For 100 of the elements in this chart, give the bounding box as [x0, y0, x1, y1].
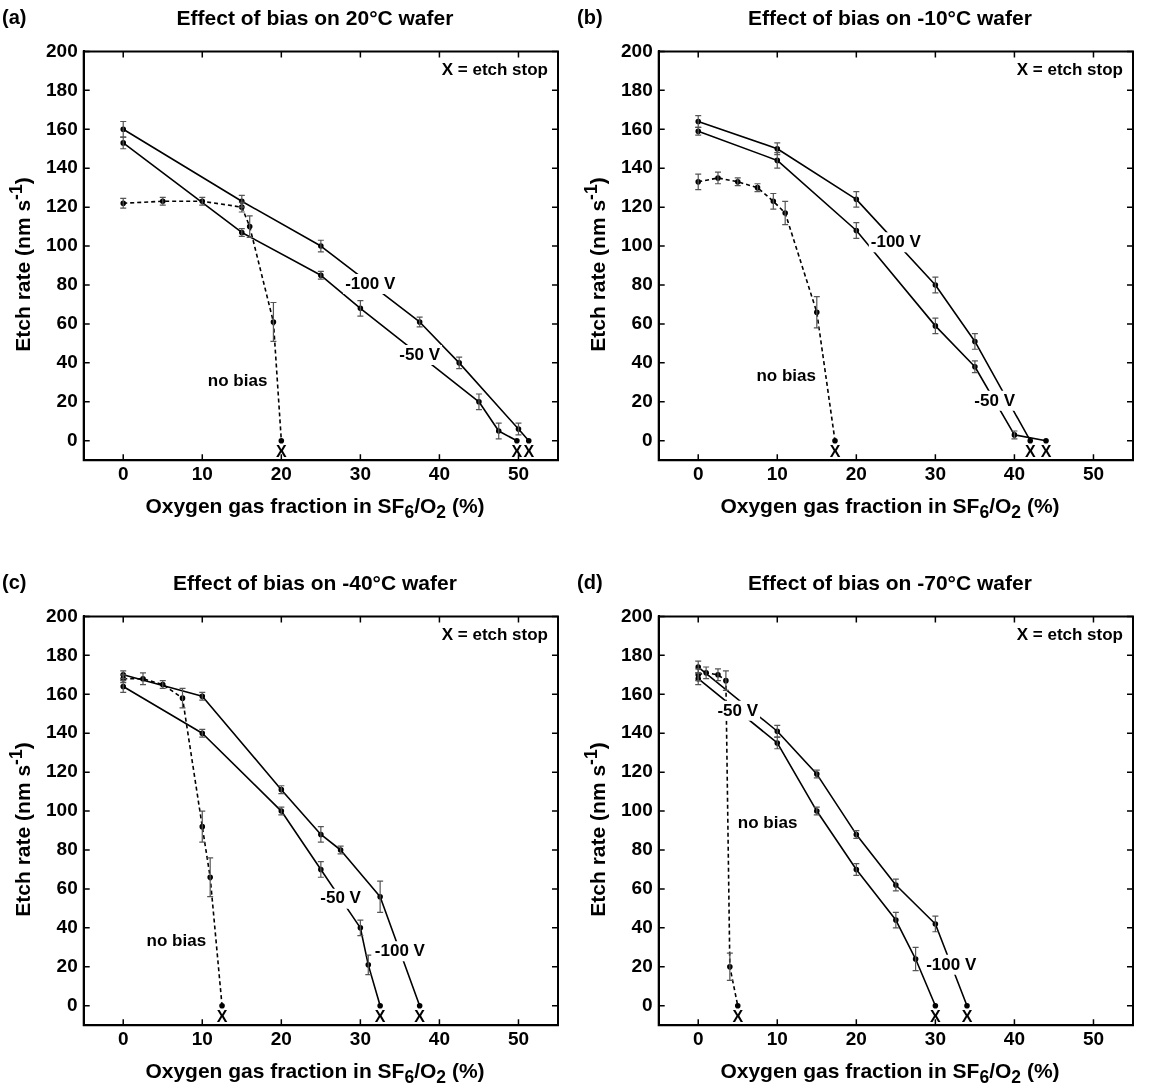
y-tick-label: 0	[642, 993, 653, 1015]
annotation: X = etch stop	[1016, 59, 1123, 79]
y-tick-label: 200	[621, 604, 653, 626]
y-tick-label: 180	[621, 78, 653, 100]
y-tick-label: 0	[642, 428, 653, 450]
series-label: no bias	[146, 931, 207, 951]
annotation: X	[930, 1008, 942, 1026]
series-label: no bias	[737, 813, 798, 833]
text: (d)	[577, 571, 603, 594]
annotation: X = etch stop	[441, 59, 548, 79]
x-tick-label: 40	[428, 1027, 450, 1049]
x-tick-label: 10	[766, 1027, 788, 1049]
y-tick-label: 80	[56, 838, 78, 860]
y-tick-label: 120	[46, 760, 78, 782]
series-label: no bias	[756, 366, 816, 386]
series-label: -50 V	[717, 700, 759, 720]
annotation: X	[523, 443, 535, 461]
y-tick-label: 40	[56, 351, 78, 373]
x-tick-label: 30	[349, 1027, 371, 1049]
y-tick-label: 140	[621, 156, 653, 178]
y-tick-label: 0	[67, 993, 78, 1015]
x-tick-label: 0	[692, 1027, 704, 1049]
y-tick-label: 20	[631, 390, 653, 412]
annotation: X	[275, 443, 287, 461]
series-label: -50 V	[399, 344, 441, 364]
y-tick-label: 60	[631, 877, 653, 899]
y-tick-label: 140	[46, 721, 78, 743]
y-tick-label: 20	[56, 955, 78, 977]
x-tick-label: 10	[191, 1027, 213, 1049]
annotation: X = etch stop	[441, 624, 548, 644]
x-tick-label: 20	[270, 1027, 292, 1049]
text: (a)	[2, 6, 27, 29]
annotation: X	[511, 443, 523, 461]
y-tick-label: 120	[621, 760, 653, 782]
chart-title: Effect of bias on 20°C wafer	[175, 6, 455, 30]
x-tick-label: 10	[766, 462, 788, 484]
y-tick-label: 200	[621, 39, 653, 61]
text: (c)	[2, 571, 27, 594]
chart-title: Effect of bias on -10°C wafer	[747, 6, 1033, 30]
series-label: -100 V	[374, 940, 426, 960]
x-axis-title: Oxygen gas fraction in SF$_{6}$/O$_{2}$ (%)	[719, 1059, 1061, 1089]
x-tick-label: 50	[1082, 1027, 1105, 1049]
y-tick-label: 120	[46, 195, 78, 217]
y-tick-label: 180	[46, 78, 78, 100]
x-tick-label: 20	[845, 462, 867, 484]
annotation: X	[374, 1008, 386, 1026]
y-tick-label: 80	[56, 273, 78, 295]
y-tick-label: 180	[621, 643, 653, 665]
text: (b)	[577, 6, 603, 29]
x-tick-label: 50	[507, 462, 530, 484]
y-tick-label: 40	[631, 916, 653, 938]
annotation: X	[732, 1008, 744, 1026]
x-axis-title: Oxygen gas fraction in SF$_{6}$/O$_{2}$ (%)	[144, 494, 486, 524]
y-tick-label: 0	[67, 428, 78, 450]
y-tick-label: 20	[631, 955, 653, 977]
x-tick-label: 50	[1082, 462, 1105, 484]
series-label: no bias	[207, 371, 268, 391]
y-tick-label: 40	[631, 351, 653, 373]
annotation: X	[961, 1008, 973, 1026]
x-tick-label: 10	[191, 462, 213, 484]
y-tick-label: 140	[46, 156, 78, 178]
x-tick-label: 0	[692, 462, 704, 484]
x-tick-label: 0	[117, 1027, 129, 1049]
y-tick-label: 60	[56, 877, 78, 899]
annotation: X	[216, 1008, 228, 1026]
y-tick-label: 120	[621, 195, 653, 217]
x-tick-label: 40	[1003, 462, 1025, 484]
y-tick-label: 80	[631, 273, 653, 295]
y-tick-label: 100	[46, 799, 78, 821]
x-tick-label: 30	[924, 462, 946, 484]
x-tick-label: 50	[507, 1027, 530, 1049]
y-tick-label: 40	[56, 916, 78, 938]
y-tick-label: 140	[621, 721, 653, 743]
x-tick-label: 30	[349, 462, 371, 484]
series-label: -100 V	[345, 273, 396, 293]
x-axis-title: Oxygen gas fraction in SF$_{6}$/O$_{2}$ (%)	[719, 494, 1061, 524]
chart-title: Effect of bias on -40°C wafer	[172, 571, 458, 595]
annotation: X	[1024, 443, 1036, 461]
annotation: X	[829, 443, 841, 461]
annotation: X = etch stop	[1016, 624, 1123, 644]
x-axis-title: Oxygen gas fraction in SF$_{6}$/O$_{2}$ (%)	[144, 1059, 486, 1089]
y-tick-label: 160	[46, 117, 78, 139]
y-tick-label: 20	[56, 390, 78, 412]
y-tick-label: 160	[621, 117, 653, 139]
x-tick-label: 20	[845, 1027, 867, 1049]
y-tick-label: 100	[621, 234, 653, 256]
chart-title: Effect of bias on -70°C wafer	[747, 571, 1033, 595]
series-label: -50 V	[974, 390, 1016, 410]
x-tick-label: 30	[924, 1027, 946, 1049]
x-tick-label: 40	[1003, 1027, 1025, 1049]
y-tick-label: 160	[621, 682, 653, 704]
series-label: -100 V	[870, 231, 922, 251]
y-tick-label: 100	[621, 799, 653, 821]
y-tick-label: 160	[46, 682, 78, 704]
y-tick-label: 60	[631, 312, 653, 334]
y-tick-label: 180	[46, 643, 78, 665]
y-tick-label: 100	[46, 234, 78, 256]
series-label: -100 V	[926, 954, 977, 974]
series-label: -50 V	[320, 888, 362, 908]
y-tick-label: 80	[631, 838, 653, 860]
